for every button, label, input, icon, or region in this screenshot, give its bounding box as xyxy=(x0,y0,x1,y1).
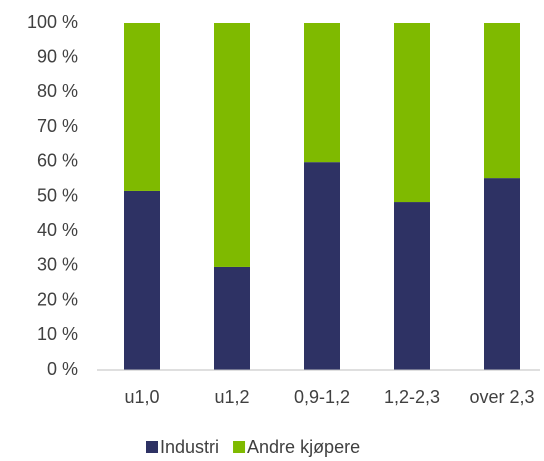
bar-segment xyxy=(394,202,430,370)
legend-label: Andre kjøpere xyxy=(247,437,360,457)
y-tick-label: 30 % xyxy=(37,255,78,275)
y-tick-label: 40 % xyxy=(37,220,78,240)
bar-segment xyxy=(214,23,250,267)
bar-segment xyxy=(124,23,160,191)
x-tick-label: over 2,3 xyxy=(469,387,534,407)
y-tick-label: 70 % xyxy=(37,116,78,136)
x-tick-label: 1,2-2,3 xyxy=(384,387,440,407)
x-tick-label: u1,0 xyxy=(124,387,159,407)
bar-segment xyxy=(484,178,520,370)
bar-segment xyxy=(304,162,340,370)
y-tick-label: 80 % xyxy=(37,81,78,101)
y-tick-label: 0 % xyxy=(47,359,78,379)
x-tick-label: u1,2 xyxy=(214,387,249,407)
y-tick-label: 50 % xyxy=(37,185,78,205)
bar-segment xyxy=(304,23,340,163)
bar-segment xyxy=(124,190,160,370)
y-tick-label: 60 % xyxy=(37,151,78,171)
legend-label: Industri xyxy=(160,437,219,457)
bar-segment xyxy=(214,266,250,370)
bar-segment xyxy=(394,23,430,203)
legend-swatch xyxy=(233,441,246,453)
y-tick-label: 90 % xyxy=(37,46,78,66)
legend-swatch xyxy=(146,441,158,453)
x-tick-label: 0,9-1,2 xyxy=(294,387,350,407)
y-tick-label: 20 % xyxy=(37,289,78,309)
y-tick-label: 10 % xyxy=(37,324,78,344)
y-tick-label: 100 % xyxy=(27,12,78,32)
bar-segment xyxy=(484,23,520,179)
